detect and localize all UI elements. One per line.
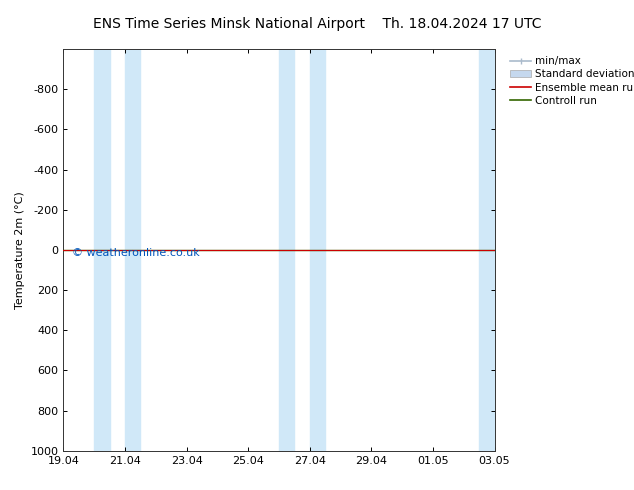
Text: ENS Time Series Minsk National Airport    Th. 18.04.2024 17 UTC: ENS Time Series Minsk National Airport T… xyxy=(93,17,541,31)
Bar xyxy=(479,49,495,451)
Bar xyxy=(94,49,110,451)
Bar xyxy=(310,49,325,451)
Text: © weatheronline.co.uk: © weatheronline.co.uk xyxy=(72,248,200,258)
Bar xyxy=(125,49,140,451)
Y-axis label: Temperature 2m (°C): Temperature 2m (°C) xyxy=(15,191,25,309)
Legend: min/max, Standard deviation, Ensemble mean run, Controll run: min/max, Standard deviation, Ensemble me… xyxy=(508,54,634,108)
Bar xyxy=(279,49,294,451)
